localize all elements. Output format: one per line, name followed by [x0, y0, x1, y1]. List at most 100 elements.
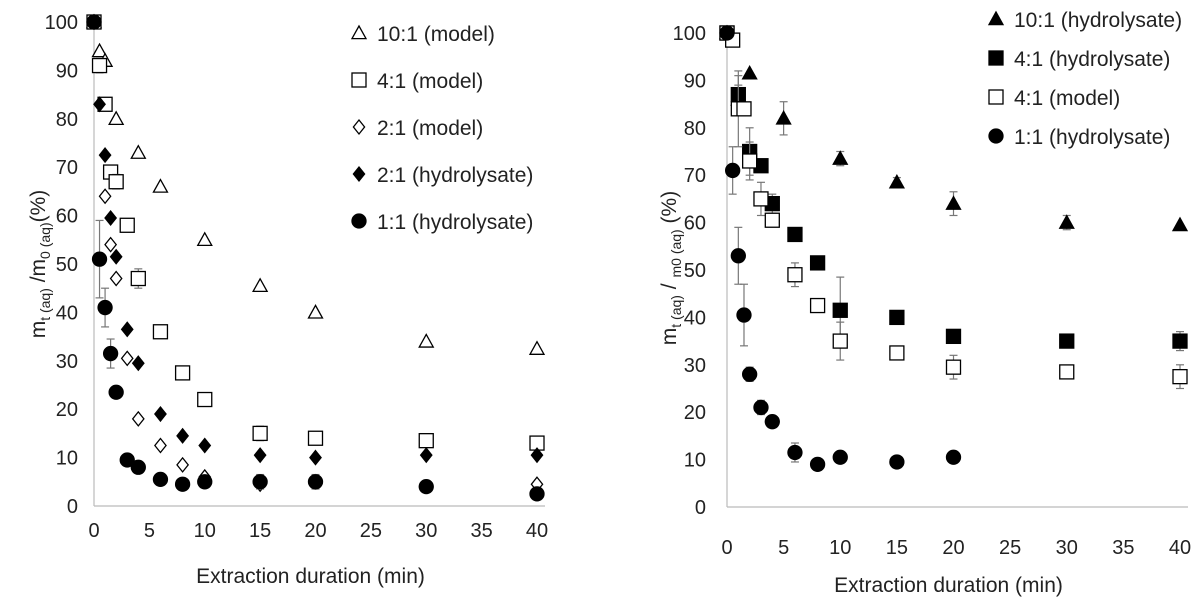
data-point	[529, 486, 545, 502]
data-point	[197, 391, 213, 408]
series-1-1-hydrolysate-	[719, 25, 962, 472]
data-point	[725, 162, 741, 179]
y-tick-label: 70	[56, 157, 78, 179]
y-tick-label: 50	[56, 254, 78, 276]
x-tick-label: 35	[471, 520, 493, 542]
data-point	[418, 333, 435, 348]
legend-marker	[988, 50, 1004, 66]
y-tick-label: 20	[684, 402, 706, 424]
data-point	[753, 191, 769, 207]
x-tick-label: 20	[304, 520, 326, 542]
x-tick-label: 40	[526, 520, 548, 542]
data-point	[104, 236, 118, 253]
legend-label: 2:1 (model)	[377, 117, 483, 140]
data-point	[889, 345, 905, 361]
data-point	[197, 474, 213, 490]
data-point	[945, 359, 962, 375]
data-point	[131, 410, 145, 427]
data-point	[730, 248, 746, 264]
legend-marker	[988, 89, 1004, 105]
data-point	[787, 444, 803, 461]
data-point	[418, 433, 434, 449]
y-tick-label: 100	[673, 23, 706, 45]
data-point	[889, 454, 905, 470]
y-tick-label: 60	[684, 213, 706, 235]
data-point	[736, 101, 752, 117]
y-tick-label: 10	[56, 448, 78, 470]
data-point	[91, 42, 108, 58]
data-point	[252, 425, 268, 442]
series-2-1-hydrolysate-	[87, 13, 544, 466]
data-point	[152, 324, 169, 340]
legend-marker	[987, 10, 1005, 26]
data-point	[945, 195, 962, 210]
data-point	[1171, 216, 1189, 232]
x-tick-label: 30	[415, 520, 437, 542]
data-point	[753, 399, 769, 416]
data-point	[809, 297, 826, 314]
series-1-1-hydrolysate-	[86, 14, 545, 502]
legend-entry: 4:1 (model)	[988, 87, 1120, 110]
x-tick-label: 25	[999, 537, 1021, 559]
series-4-1-hydrolysate-	[719, 25, 1188, 352]
data-point	[130, 459, 146, 475]
x-tick-label: 20	[942, 537, 964, 559]
x-tick-label: 5	[144, 520, 155, 542]
data-point	[154, 405, 167, 423]
data-point	[252, 277, 269, 293]
data-point	[108, 174, 124, 190]
data-point	[131, 355, 145, 372]
x-tick-label: 10	[194, 520, 216, 542]
legend-entry: 2:1 (hydrolysate)	[352, 164, 533, 187]
data-point	[130, 144, 147, 159]
data-point	[1059, 364, 1075, 380]
y-axis-title: mt (aq) / m0 (aq) (%)	[658, 191, 684, 345]
y-tick-label: 30	[684, 355, 706, 377]
data-point	[120, 350, 134, 367]
data-point	[787, 267, 803, 283]
data-point	[1172, 333, 1188, 349]
data-point	[764, 414, 780, 430]
y-tick-label: 0	[695, 497, 706, 519]
legend-label: 10:1 (hydrolysate)	[1014, 9, 1182, 32]
y-tick-label: 0	[67, 496, 78, 518]
data-point	[98, 188, 112, 205]
data-point	[307, 474, 324, 490]
data-point	[252, 474, 268, 490]
data-point	[419, 447, 433, 464]
legend-marker	[352, 118, 366, 136]
data-point	[742, 366, 758, 382]
data-point	[253, 447, 267, 464]
legend-entry: 4:1 (hydrolysate)	[988, 48, 1170, 71]
legend-entry: 10:1 (model)	[350, 23, 495, 46]
data-point	[945, 328, 962, 345]
legend-entry: 10:1 (hydrolysate)	[987, 9, 1182, 32]
legend-marker	[350, 24, 368, 40]
data-point	[888, 173, 905, 189]
data-point	[528, 340, 546, 355]
y-tick-label: 20	[56, 399, 78, 421]
data-point	[154, 437, 167, 454]
legend-entry: 1:1 (hydrolysate)	[988, 126, 1170, 149]
legend-label: 4:1 (model)	[1014, 87, 1120, 110]
data-point	[787, 226, 803, 243]
data-point	[119, 217, 135, 233]
data-point	[307, 304, 324, 319]
legend-marker	[351, 72, 367, 88]
data-point	[102, 345, 119, 362]
y-tick-label: 90	[684, 70, 706, 92]
data-point	[174, 365, 191, 381]
y-tick-label: 100	[45, 12, 78, 34]
data-point	[130, 270, 146, 287]
data-point	[86, 14, 102, 30]
data-point	[775, 109, 792, 125]
legend-entry: 2:1 (model)	[352, 117, 483, 140]
data-point	[889, 309, 905, 326]
y-tick-label: 70	[684, 165, 706, 187]
data-point	[764, 212, 780, 228]
legend-marker	[988, 128, 1004, 144]
y-axis-title: mt (aq) /m0 (aq)(%)	[27, 190, 53, 339]
legend-label: 1:1 (hydrolysate)	[1014, 126, 1170, 149]
data-point	[91, 251, 108, 267]
y-tick-label: 80	[56, 109, 78, 131]
